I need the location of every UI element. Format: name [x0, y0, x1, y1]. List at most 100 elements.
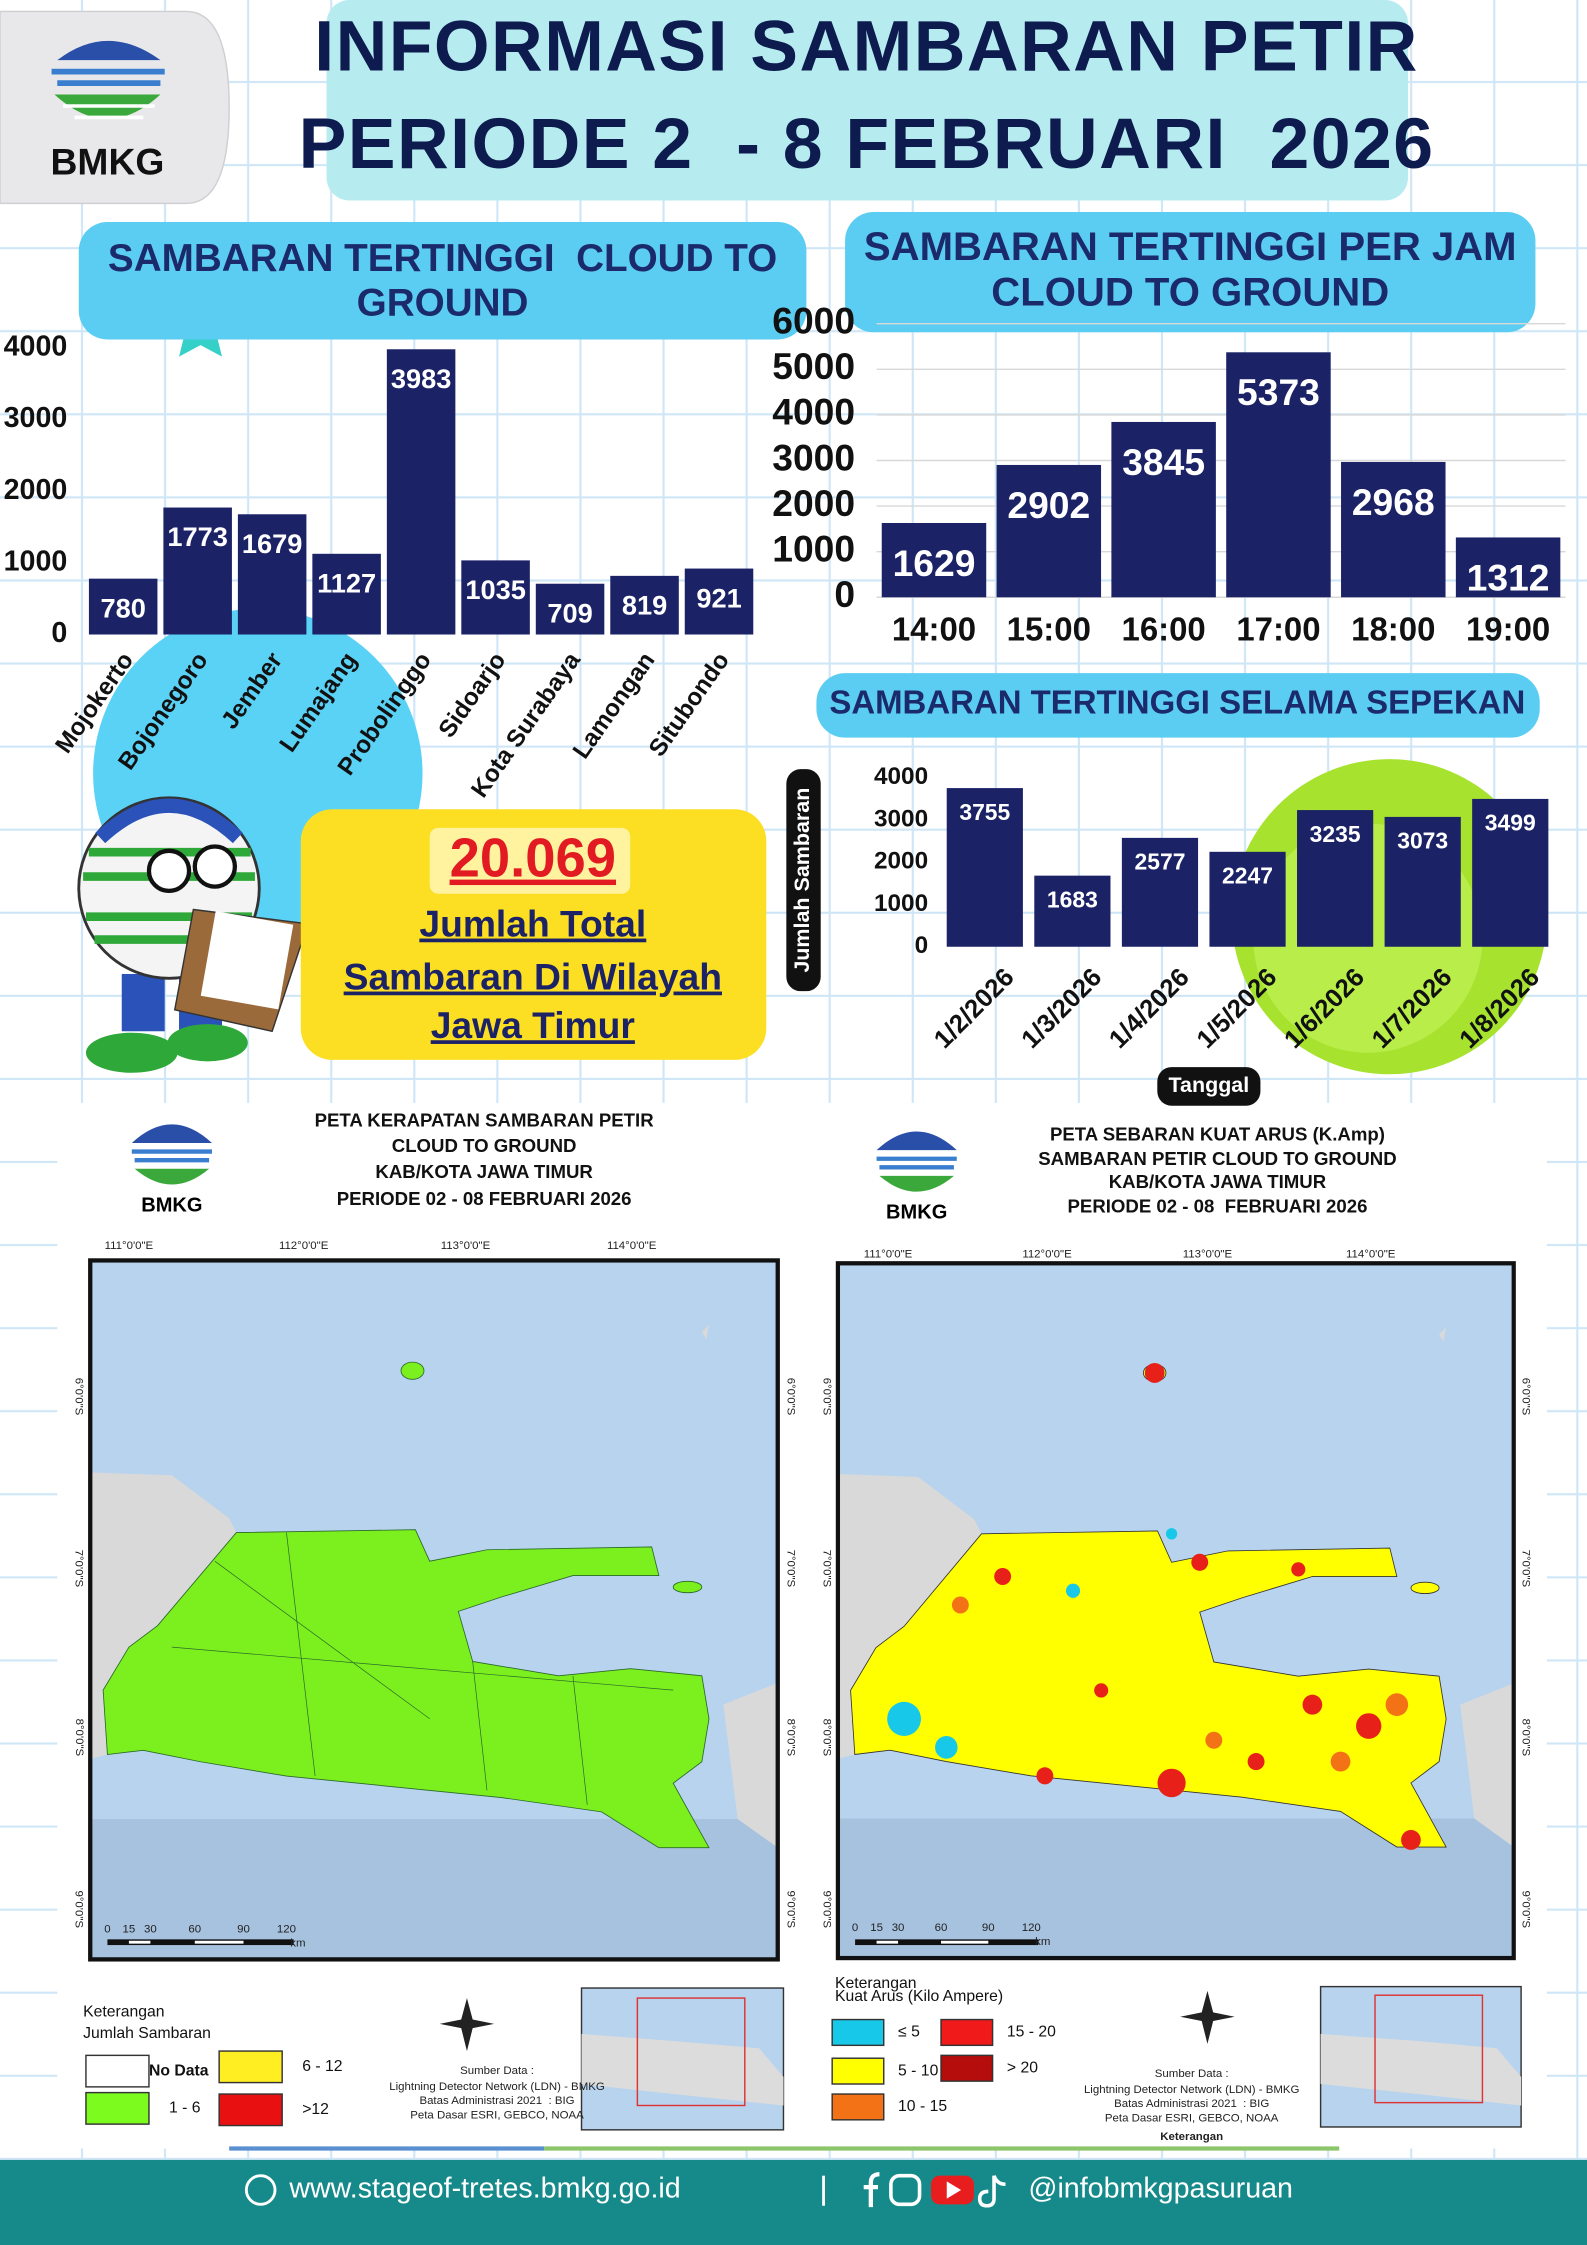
- y-tick-label: 3000: [4, 402, 68, 434]
- y-tick-label: 6000: [772, 300, 855, 342]
- bar: [1226, 352, 1331, 598]
- map-title: PETA KERAPATAN SAMBARAN PETIR: [315, 1109, 655, 1130]
- lon-label: 111°0'0"E: [105, 1240, 154, 1252]
- map-detail: [1165, 1528, 1178, 1540]
- scale-label: 0: [852, 1922, 858, 1934]
- logo-mark: [131, 1124, 212, 1143]
- bar: [386, 349, 456, 635]
- map-detail: [1302, 1694, 1323, 1715]
- map-source: Sumber Data :: [460, 2065, 534, 2077]
- map-source: Batas Administrasi 2021 : BIG: [1114, 2098, 1269, 2110]
- y-tick-label: 1000: [4, 545, 68, 577]
- mascot-eye: [146, 848, 192, 894]
- legend-swatch: [940, 2018, 994, 2047]
- map-detail: [1144, 1362, 1165, 1383]
- data-label: 1773: [167, 521, 228, 552]
- map-detail: [194, 1940, 244, 1944]
- legend-swatch: [831, 2018, 885, 2047]
- summary-total-box: [429, 827, 631, 894]
- lat-label: 8°0'0"S: [1519, 1719, 1531, 1757]
- logo-mark: [134, 1168, 210, 1185]
- data-label: 1035: [465, 574, 526, 605]
- map-detail: [887, 1701, 921, 1736]
- bar: [1455, 537, 1561, 598]
- map-detail: [1191, 1553, 1209, 1571]
- map-detail: [1356, 1713, 1382, 1739]
- instagram-icon: [889, 2173, 922, 2207]
- lat-label: 8°0'0"S: [73, 1719, 85, 1757]
- y-tick-label: 2000: [4, 474, 68, 506]
- map-spots: [994, 1362, 1421, 1850]
- x-axis-label: Tanggal: [1169, 1073, 1250, 1097]
- map-source: Peta Dasar ESRI, GEBCO, NOAA: [1105, 2112, 1279, 2124]
- x-tick-label: 15:00: [1007, 610, 1091, 647]
- scale-label: km: [290, 1938, 305, 1950]
- y-tick-label: 0: [915, 932, 929, 959]
- legend-label: ≤ 5: [898, 2024, 920, 2041]
- map-detail: [1247, 1753, 1265, 1771]
- mascot-leg: [121, 973, 165, 1032]
- map-detail: [1385, 1693, 1409, 1717]
- map-detail: [636, 1997, 746, 2107]
- chart-title: SAMBARAN TERTINGGI SELAMA SEPEKAN: [829, 683, 1525, 720]
- y-tick-label: 2000: [874, 848, 928, 875]
- y-tick-label: 3000: [874, 805, 928, 832]
- legend-label: No Data: [149, 2062, 209, 2079]
- data-label: 1629: [893, 542, 976, 584]
- scale-label: 120: [277, 1923, 296, 1935]
- map-spots: [887, 1528, 1178, 1759]
- lat-label: 9°0'0"S: [1519, 1891, 1531, 1929]
- map-detail: [1157, 1768, 1186, 1798]
- y-tick-label: 3000: [772, 436, 855, 478]
- mascot-stripe: [95, 798, 243, 844]
- bar: [1034, 875, 1111, 947]
- scale-label: 60: [935, 1922, 948, 1934]
- mascot: [77, 796, 309, 1073]
- logo-mark: [879, 1175, 954, 1192]
- bar: [1384, 816, 1461, 947]
- map-boundary: [171, 1532, 674, 1805]
- legend-title: Kuat Arus (Kilo Ampere): [835, 1988, 1003, 2005]
- bar: [684, 568, 754, 635]
- chart-title: CLOUD TO GROUND: [991, 271, 1389, 315]
- mascot-paper: [200, 911, 294, 1010]
- lat-label: 9°0'0"S: [73, 1891, 85, 1929]
- map-source: Sumber Data :: [1155, 2068, 1229, 2080]
- scale-label: 30: [892, 1922, 905, 1934]
- chart-title: GROUND: [357, 281, 529, 324]
- scale-bar: [107, 1939, 1039, 1946]
- bar: [1111, 421, 1216, 598]
- logo-mark: [51, 68, 165, 86]
- map-title: PETA SEBARAN KUAT ARUS (K.Amp): [1050, 1124, 1385, 1145]
- bar: [1341, 461, 1446, 598]
- lat-label: 8°0'0"S: [820, 1719, 832, 1757]
- legend-label: 10 - 15: [898, 2098, 947, 2115]
- mascot-shoe: [167, 1024, 248, 1062]
- map-detail: [951, 1596, 969, 1614]
- y-tick-label: 4000: [874, 763, 928, 790]
- map-detail: [439, 1998, 495, 2052]
- map-detail: [994, 1567, 1012, 1586]
- data-label: 3845: [1122, 441, 1205, 483]
- legend-swatch: [831, 2093, 885, 2121]
- data-label: 2577: [1134, 849, 1185, 875]
- map-detail: [128, 1940, 151, 1944]
- legend-swatch: [85, 2054, 150, 2088]
- tiktok-icon: [977, 2175, 1006, 2208]
- scale-label: 0: [104, 1923, 110, 1935]
- map-source: Lightning Detector Network (LDN) - BMKG: [1084, 2084, 1300, 2096]
- data-label: 5373: [1237, 371, 1320, 413]
- bar: [461, 560, 530, 635]
- logo-mark: [57, 40, 161, 61]
- data-label: 3499: [1485, 810, 1536, 836]
- map-detail: [1330, 1751, 1351, 1772]
- lat-label: 7°0'0"S: [785, 1550, 797, 1588]
- y-tick-label: 0: [51, 617, 67, 649]
- y-tick-label: 4000: [4, 331, 68, 363]
- chart-title: SAMBARAN TERTINGGI PER JAM: [864, 225, 1517, 269]
- bar: [312, 553, 381, 635]
- legend-swatch: [218, 2050, 283, 2084]
- map-detail: [1205, 1731, 1223, 1749]
- bar: [535, 583, 605, 635]
